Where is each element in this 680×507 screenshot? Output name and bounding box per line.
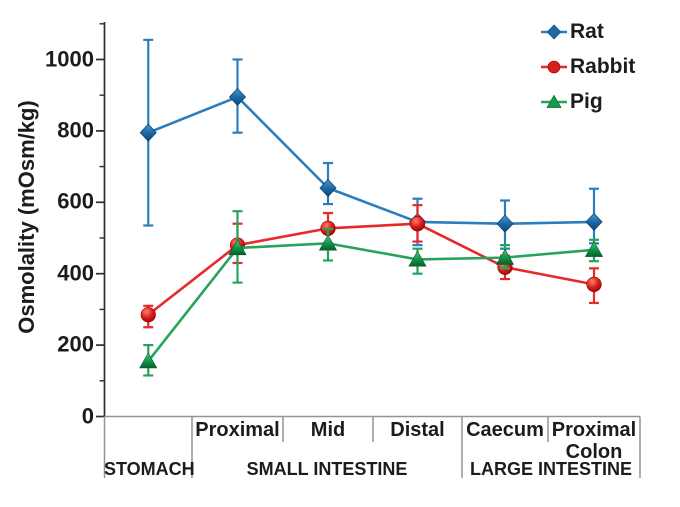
legend-item-rabbit: Rabbit bbox=[539, 55, 635, 79]
region-label-large-intestine: LARGE INTESTINE bbox=[469, 459, 632, 479]
legend-label-rat: Rat bbox=[570, 20, 604, 43]
rabbit-circle-icon bbox=[541, 60, 567, 74]
rat-point-1 bbox=[228, 87, 247, 107]
pig-point-3 bbox=[408, 250, 427, 267]
y-tick-label-400: 400 bbox=[57, 260, 94, 286]
legend-label-rabbit: Rabbit bbox=[570, 55, 636, 78]
y-tick-label-1000: 1000 bbox=[45, 45, 94, 71]
x-label-mid-si: Mid bbox=[310, 419, 346, 441]
rabbit-line bbox=[147, 222, 595, 316]
region-label-small-intestine: SMALL INTESTINE bbox=[246, 459, 408, 479]
y-tick-label-800: 800 bbox=[57, 117, 94, 143]
legend: Rat Rabbit Pig bbox=[539, 20, 635, 114]
x-label-distal-si: Distal bbox=[390, 419, 445, 441]
pig-triangle-icon bbox=[541, 94, 567, 108]
rat-series bbox=[139, 38, 603, 250]
rat-line bbox=[147, 95, 595, 226]
rabbit-point-3 bbox=[409, 216, 426, 232]
legend-item-pig: Pig bbox=[539, 90, 635, 114]
rat-diamond-icon bbox=[541, 24, 567, 40]
rat-point-2 bbox=[319, 178, 337, 198]
pig-line bbox=[147, 242, 595, 362]
legend-item-rat: Rat bbox=[539, 20, 635, 44]
rat-point-4 bbox=[496, 214, 514, 233]
pig-point-5 bbox=[584, 240, 604, 257]
rat-point-5 bbox=[585, 212, 603, 232]
pig-point-4 bbox=[495, 248, 515, 265]
x-label-caecum: Caecum bbox=[466, 419, 544, 441]
y-tick-label-600: 600 bbox=[57, 188, 94, 214]
region-label-stomach: STOMACH bbox=[104, 459, 195, 479]
rat-point-0 bbox=[139, 123, 157, 142]
rabbit-point-0 bbox=[140, 307, 156, 323]
legend-label-pig: Pig bbox=[570, 90, 603, 113]
y-tick-label-0: 0 bbox=[81, 402, 94, 428]
y-tick-label-200: 200 bbox=[57, 331, 94, 357]
x-label-proximal-si: Proximal bbox=[195, 419, 280, 441]
pig-point-1 bbox=[228, 239, 247, 256]
x-label-proximal-colon: Proximal Colon bbox=[551, 419, 637, 464]
pig-point-2 bbox=[318, 234, 338, 251]
rabbit-point-5 bbox=[586, 276, 602, 293]
pig-series bbox=[139, 210, 604, 377]
pig-point-0 bbox=[139, 352, 158, 369]
